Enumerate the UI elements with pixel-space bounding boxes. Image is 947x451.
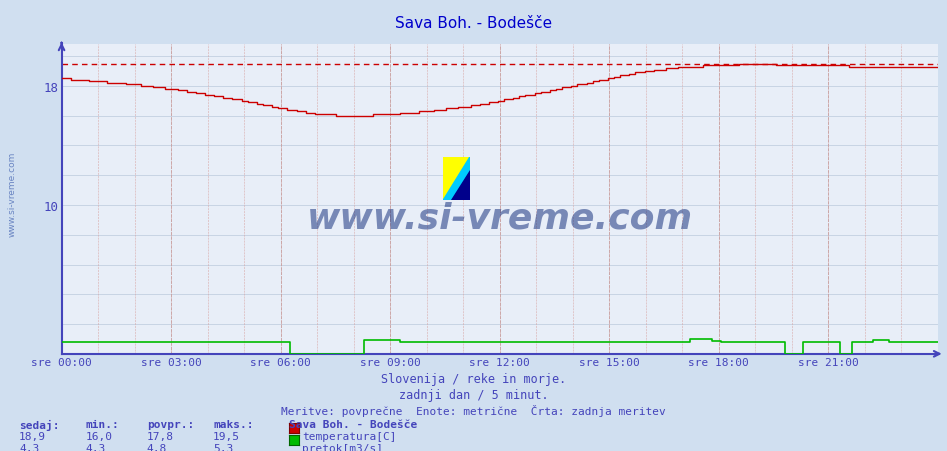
Text: Sava Boh. - Bodešče: Sava Boh. - Bodešče: [289, 419, 417, 429]
Text: Meritve: povprečne  Enote: metrične  Črta: zadnja meritev: Meritve: povprečne Enote: metrične Črta:…: [281, 404, 666, 416]
Text: 19,5: 19,5: [213, 431, 241, 441]
Polygon shape: [443, 158, 470, 201]
Polygon shape: [451, 170, 470, 201]
Text: 5,3: 5,3: [213, 443, 233, 451]
Text: 4,3: 4,3: [85, 443, 105, 451]
Text: www.si-vreme.com: www.si-vreme.com: [8, 152, 17, 236]
Text: pretok[m3/s]: pretok[m3/s]: [302, 443, 384, 451]
Text: temperatura[C]: temperatura[C]: [302, 431, 397, 441]
Text: Sava Boh. - Bodešče: Sava Boh. - Bodešče: [395, 16, 552, 31]
Text: sedaj:: sedaj:: [19, 419, 60, 430]
Text: povpr.:: povpr.:: [147, 419, 194, 429]
Text: 4,8: 4,8: [147, 443, 167, 451]
Polygon shape: [443, 158, 470, 201]
Text: 18,9: 18,9: [19, 431, 46, 441]
Text: maks.:: maks.:: [213, 419, 254, 429]
Text: min.:: min.:: [85, 419, 119, 429]
Text: zadnji dan / 5 minut.: zadnji dan / 5 minut.: [399, 388, 548, 401]
Text: www.si-vreme.com: www.si-vreme.com: [307, 201, 692, 235]
Text: 4,3: 4,3: [19, 443, 39, 451]
Text: Slovenija / reke in morje.: Slovenija / reke in morje.: [381, 372, 566, 385]
Text: 17,8: 17,8: [147, 431, 174, 441]
Text: 16,0: 16,0: [85, 431, 113, 441]
